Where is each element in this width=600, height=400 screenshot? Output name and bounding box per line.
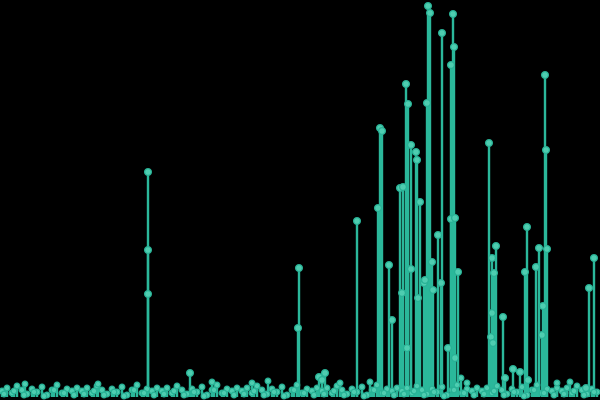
stem-chart — [0, 0, 600, 400]
chart-canvas — [0, 1, 600, 400]
